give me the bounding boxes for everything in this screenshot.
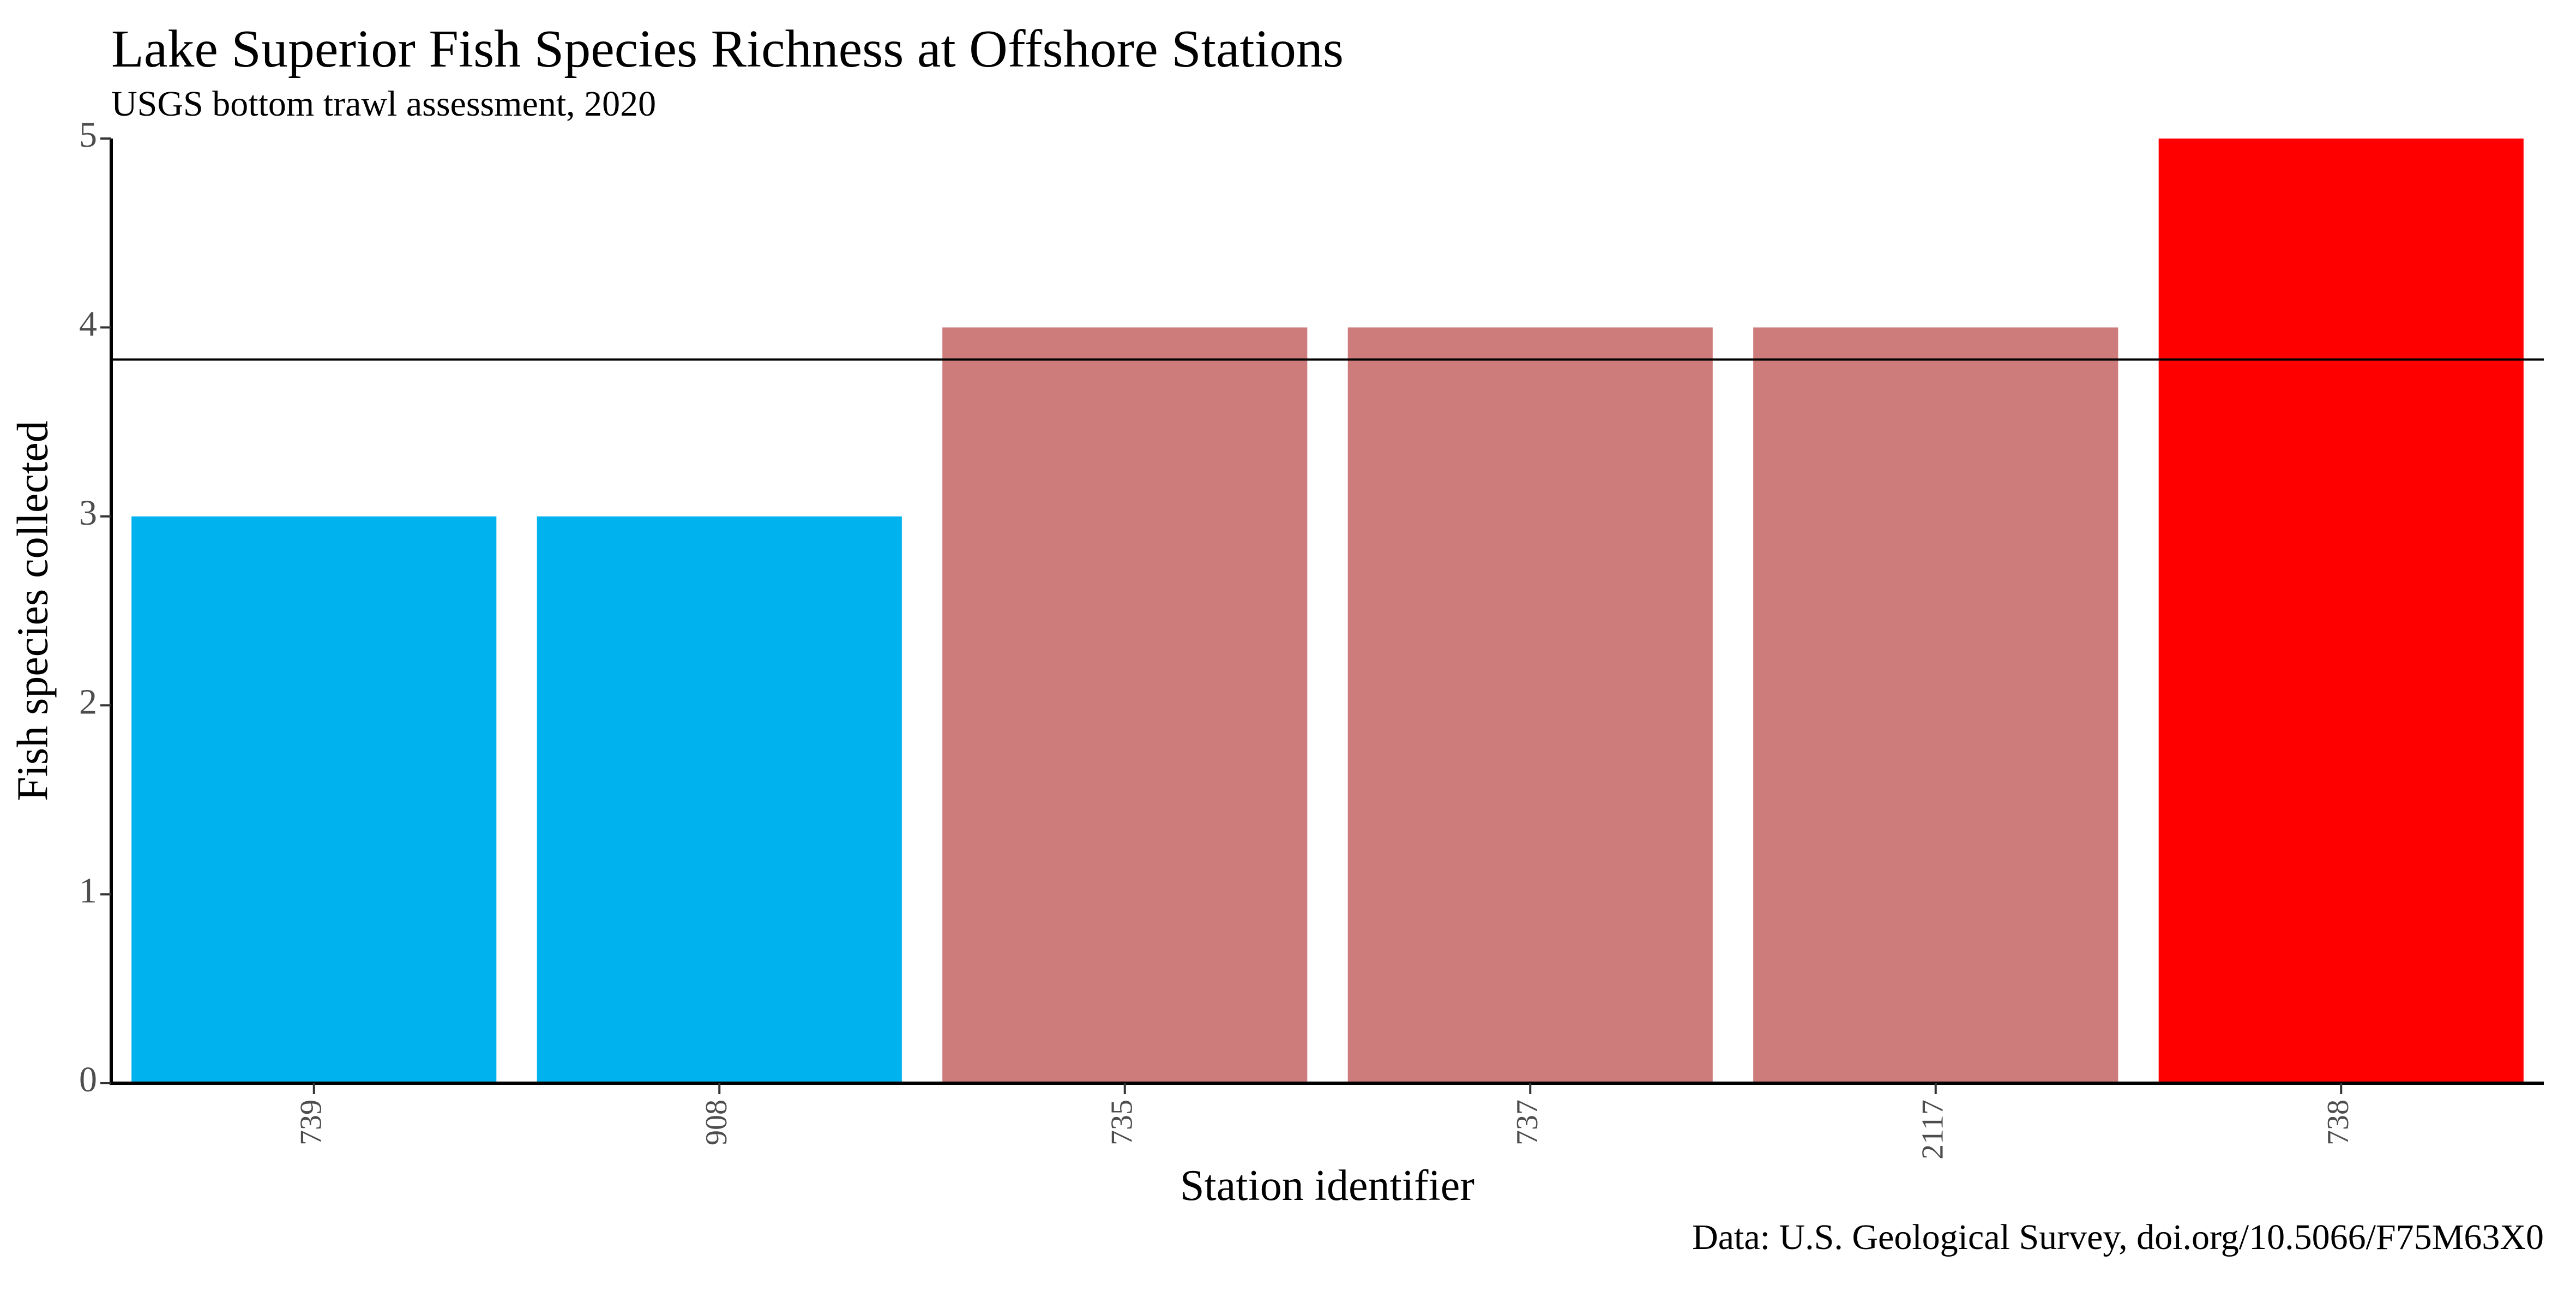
x-axis-label: Station identifier [1180,1162,1474,1210]
bar-735 [942,327,1308,1083]
bar-737 [1347,327,1713,1083]
y-tick-label: 3 [79,493,97,533]
x-tick-label: 737 [1510,1100,1544,1145]
x-tick-label: 738 [2321,1100,2355,1145]
y-ticks: 0 1 2 3 4 5 [79,115,111,1100]
chart-title: Lake Superior Fish Species Richness at O… [111,20,1344,79]
x-tick-label: 739 [294,1100,328,1145]
x-ticks: 739 908 735 737 2117 738 [294,1083,2355,1160]
bar-738 [2158,139,2524,1083]
y-tick-label: 1 [79,871,97,911]
y-tick-label: 4 [79,304,97,344]
x-tick-label: 735 [1105,1100,1139,1145]
chart-caption: Data: U.S. Geological Survey, doi.org/10… [1692,1217,2544,1257]
bar-2117 [1753,327,2118,1083]
x-tick-label: 908 [700,1100,733,1145]
chart-subtitle: USGS bottom trawl assessment, 2020 [111,84,656,124]
bar-908 [537,516,902,1083]
x-tick-label: 2117 [1916,1100,1950,1160]
y-tick-label: 5 [79,115,97,155]
y-tick-label: 2 [79,682,97,722]
bars-layer [131,139,2524,1083]
bar-739 [131,516,497,1083]
y-tick-label: 0 [79,1060,97,1100]
y-axis-label: Fish species collected [9,421,57,801]
